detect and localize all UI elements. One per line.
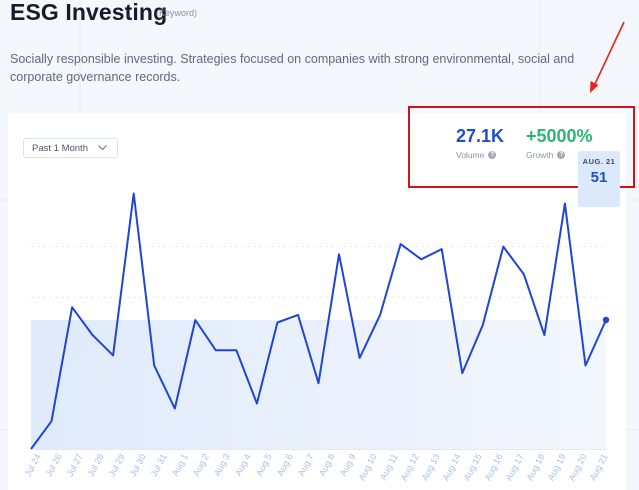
volume-stat: 27.1K Volume ? <box>456 126 504 160</box>
volume-value: 27.1K <box>456 126 505 146</box>
period-dropdown-label: Past 1 Month <box>32 143 88 154</box>
help-icon[interactable]: ? <box>557 151 566 159</box>
keyword-tag: (Keyword) <box>156 8 198 18</box>
data-point-highlight[interactable] <box>602 316 610 324</box>
growth-value: +5000% <box>526 126 593 146</box>
series-line <box>30 192 607 450</box>
growth-label: Growth <box>526 150 554 160</box>
help-icon[interactable]: ? <box>488 151 497 159</box>
data-tooltip: AUG. 21 51 <box>578 151 620 207</box>
stats-highlight-box: 27.1K Volume ? +5000% Growth ? <box>408 106 635 188</box>
growth-stat: +5000% Growth ? <box>526 126 593 160</box>
tooltip-value: 51 <box>590 169 608 186</box>
chevron-down-icon <box>98 145 107 151</box>
volume-label: Volume <box>456 150 485 160</box>
tooltip-date: AUG. 21 <box>582 157 616 166</box>
page-title: ESG Investing <box>10 0 168 25</box>
baseline-band <box>31 319 606 449</box>
keyword-description: Socially responsible investing. Strategi… <box>10 52 575 84</box>
period-dropdown[interactable]: Past 1 Month <box>23 138 118 158</box>
keyword-header: ESG Investing (Keyword) Socially respons… <box>10 0 630 100</box>
